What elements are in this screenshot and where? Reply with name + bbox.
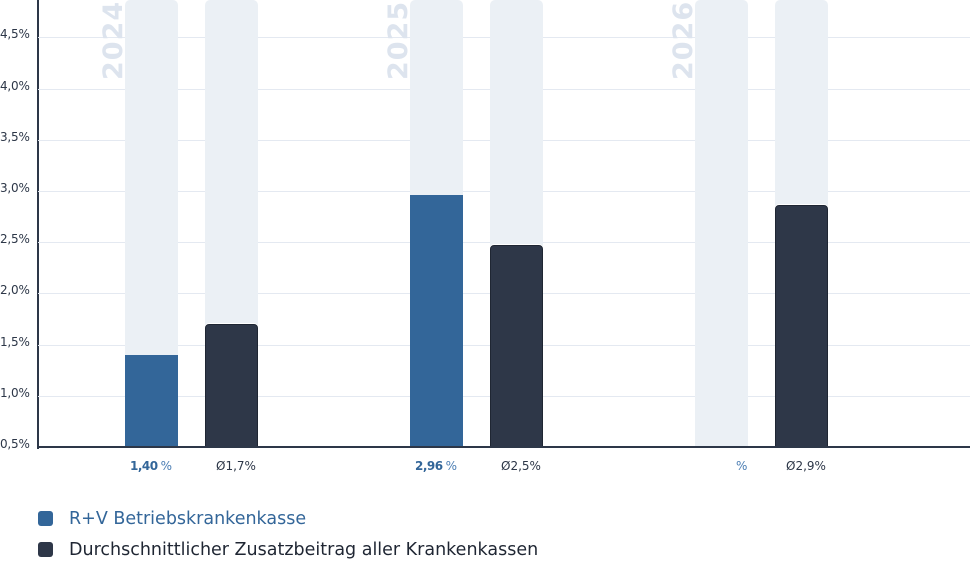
y-tick-label: 1,0% (0, 385, 30, 400)
value-label-rv: 2,96% (415, 459, 457, 473)
legend-item-rv[interactable]: R+V Betriebskrankenkasse (38, 503, 538, 534)
bar-average-2025[interactable] (490, 245, 543, 447)
legend-label-rv: R+V Betriebskrankenkasse (69, 508, 307, 529)
legend-item-average[interactable]: Durchschnittlicher Zusatzbeitrag aller K… (38, 534, 538, 565)
value-unit: % (160, 459, 173, 473)
value-label-average: Ø2,5% (501, 459, 541, 473)
bar-rv-2024[interactable] (125, 354, 178, 447)
y-tick-label: 4,0% (0, 78, 30, 93)
bar-track (695, 0, 748, 447)
value-number: 2,96 (415, 459, 443, 473)
y-tick-label: 2,5% (0, 232, 30, 247)
bar-average-2024[interactable] (205, 324, 258, 447)
value-label-rv: 1,40% (130, 459, 172, 473)
y-tick-label: 1,5% (0, 334, 30, 349)
y-tick-label: 3,5% (0, 129, 30, 144)
y-tick-label: 0,5% (0, 437, 30, 451)
x-axis-line (37, 446, 970, 448)
value-label-rv: % (733, 459, 747, 473)
y-tick-label: 3,0% (0, 181, 30, 195)
value-number: 1,40 (130, 459, 158, 473)
bar-rv-2025[interactable] (410, 195, 463, 447)
legend-swatch-average (38, 542, 53, 557)
bar-chart: 0,5% 1,0% 1,5% 2,0% 2,5% 3,0% 3,5% 4,0% 4,5% 2024… (0, 0, 970, 451)
value-label-average: Ø1,7% (216, 459, 256, 473)
value-unit: % (445, 459, 458, 473)
y-axis-line (37, 0, 39, 449)
bar-average-2026[interactable] (775, 205, 828, 447)
value-unit: % (736, 459, 748, 473)
legend-swatch-rv (38, 511, 53, 526)
legend-label-average: Durchschnittlicher Zusatzbeitrag aller K… (69, 539, 539, 560)
chart-legend: R+V Betriebskrankenkasse Durchschnittlic… (38, 503, 538, 565)
y-tick-label: 2,0% (0, 283, 30, 298)
y-tick-label: 4,5% (0, 27, 30, 42)
value-label-average: Ø2,9% (786, 459, 826, 473)
